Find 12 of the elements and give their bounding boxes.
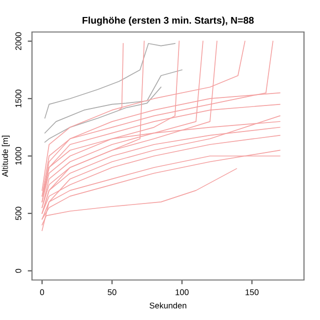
x-tick-label: 0 — [40, 289, 44, 296]
y-tick-label: 500 — [15, 206, 22, 220]
x-tick-label: 150 — [246, 289, 259, 296]
y-tick-label: 0 — [15, 268, 22, 273]
y-tick-label: 1500 — [15, 90, 22, 108]
x-tick-label: 100 — [176, 289, 189, 296]
x-tick-label: 50 — [108, 289, 116, 296]
y-tick-label: 1000 — [15, 147, 22, 165]
x-axis-title: Sekunden — [150, 302, 186, 308]
chart-title: Flughöhe (ersten 3 min. Starts), N=88 — [82, 16, 254, 26]
y-axis-title: Altitude [m] — [2, 136, 10, 177]
y-tick-label: 2000 — [15, 32, 22, 50]
